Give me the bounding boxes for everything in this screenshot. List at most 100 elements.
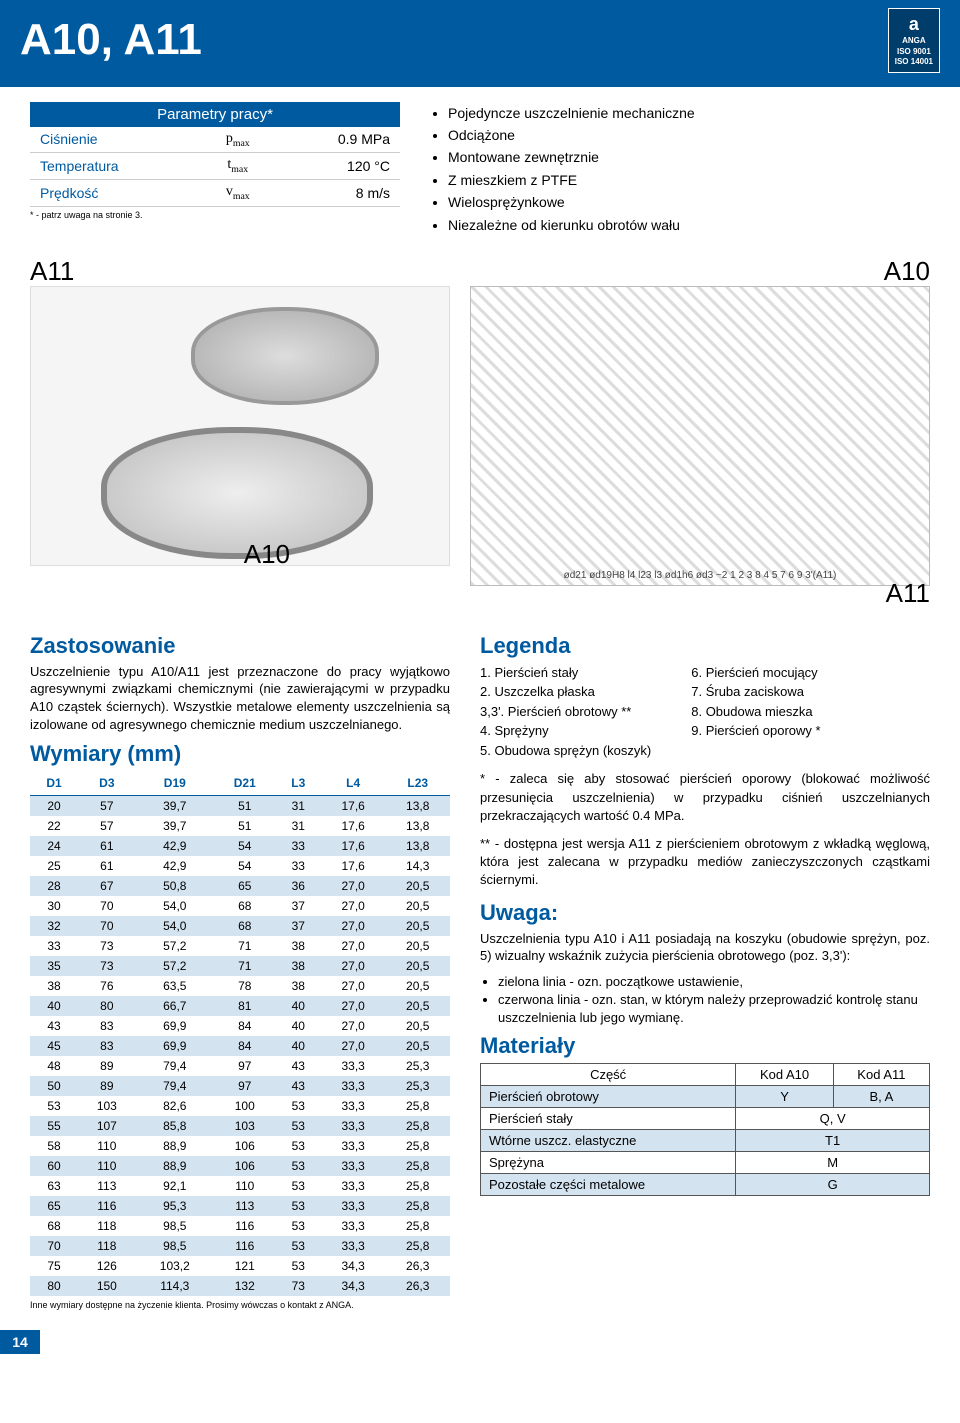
dims-cell: 88,9 [136,1156,214,1176]
param-value: 120 °C [276,153,400,180]
dims-cell: 27,0 [321,996,386,1016]
parameters-table: Parametry pracy* Ciśnienie pmax 0.9 MPaT… [30,102,400,207]
dims-cell: 113 [78,1176,136,1196]
dims-cell: 73 [78,956,136,976]
dims-cell: 63,5 [136,976,214,996]
dims-cell: 25,8 [385,1176,450,1196]
dims-cell: 63 [30,1176,78,1196]
dims-cell: 118 [78,1216,136,1236]
dims-cell: 24 [30,836,78,856]
dims-cell: 92,1 [136,1176,214,1196]
table-row: 246142,9543317,613,8 [30,836,450,856]
dims-cell: 103 [214,1116,276,1136]
label-a11-diagram: A11 [886,578,930,609]
page-title: A10, A11 [20,15,202,65]
dims-cell: 25,8 [385,1136,450,1156]
dims-cell: 57,2 [136,936,214,956]
dims-cell: 54,0 [136,916,214,936]
table-row: 225739,7513117,613,8 [30,816,450,836]
dims-cell: 116 [214,1236,276,1256]
label-a10: A10 [244,539,290,570]
mat-cell: Wtórne uszcz. elastyczne [481,1130,736,1152]
table-row: 458369,9844027,020,5 [30,1036,450,1056]
dims-cell: 53 [276,1096,321,1116]
legenda-heading: Legenda [480,633,930,659]
mat-cell: Q, V [736,1108,930,1130]
label-a11: A11 [30,256,74,287]
dims-cell: 31 [276,796,321,817]
dims-cell: 33,3 [321,1096,386,1116]
dims-cell: 53 [276,1216,321,1236]
dims-cell: 88,9 [136,1136,214,1156]
dims-cell: 100 [214,1096,276,1116]
dims-col-header: L4 [321,771,386,796]
dims-cell: 22 [30,816,78,836]
param-symbol: vmax [200,180,276,207]
dims-cell: 33,3 [321,1116,386,1136]
dims-cell: 20,5 [385,936,450,956]
table-row: 438369,9844027,020,5 [30,1016,450,1036]
brand-name: ANGA [902,36,926,45]
feature-item: Niezależne od kierunku obrotów wału [448,214,930,236]
dimensions-table: D1D3D19D21L3L4L23 205739,7513117,613,822… [30,771,450,1296]
dims-cell: 17,6 [321,856,386,876]
dims-cell: 20,5 [385,976,450,996]
legend-columns: 1. Pierścień stały2. Uszczelka płaska3,3… [480,663,930,761]
table-row: 256142,9543317,614,3 [30,856,450,876]
dims-cell: 118 [78,1236,136,1256]
dims-cell: 69,9 [136,1016,214,1036]
param-symbol: pmax [200,127,276,153]
dims-cell: 17,6 [321,816,386,836]
dims-cell: 51 [214,816,276,836]
legend-item: 8. Obudowa mieszka [691,702,820,722]
uwaga-list: zielona linia - ozn. początkowe ustawien… [480,973,930,1028]
table-row: Sprężyna M [481,1152,930,1174]
dims-cell: 57,2 [136,956,214,976]
dims-cell: 54 [214,856,276,876]
dims-cell: 42,9 [136,836,214,856]
dims-cell: 27,0 [321,976,386,996]
dims-cell: 20,5 [385,956,450,976]
legend-item: 1. Pierścień stały [480,663,651,683]
table-row: 6011088,91065333,325,8 [30,1156,450,1176]
diagram-dimension-labels: ød21 ød19H8 l4 l23 l3 ød1h6 ød3 ~2 1 2 3… [471,570,929,581]
dims-cell: 89 [78,1056,136,1076]
dims-col-header: D1 [30,771,78,796]
dims-cell: 38 [276,976,321,996]
dims-cell: 58 [30,1136,78,1156]
zastosowanie-heading: Zastosowanie [30,633,450,659]
dims-cell: 20,5 [385,916,450,936]
dims-cell: 75 [30,1256,78,1276]
uwaga-item: zielona linia - ozn. początkowe ustawien… [498,973,930,991]
mat-col-header: Kod A11 [833,1064,929,1086]
dims-col-header: D19 [136,771,214,796]
mat-cell: Pierścień stały [481,1108,736,1130]
dims-cell: 35 [30,956,78,976]
dims-cell: 33,3 [321,1236,386,1256]
table-row: 387663,5783827,020,5 [30,976,450,996]
dims-cell: 83 [78,1036,136,1056]
table-row: Pierścień obrotowy Y B, A [481,1086,930,1108]
label-a10-diagram: A10 [884,256,930,287]
dims-cell: 27,0 [321,1036,386,1056]
mat-cell: G [736,1174,930,1196]
dims-cell: 40 [276,996,321,1016]
dims-cell: 84 [214,1036,276,1056]
dims-col-header: L23 [385,771,450,796]
dims-cell: 33,3 [321,1196,386,1216]
dims-cell: 31 [276,816,321,836]
param-value: 0.9 MPa [276,127,400,153]
dims-cell: 110 [78,1136,136,1156]
mat-cell: Y [736,1086,834,1108]
legend-item: 7. Śruba zaciskowa [691,682,820,702]
table-row: 508979,4974333,325,3 [30,1076,450,1096]
features-list: Pojedyncze uszczelnienie mechaniczneOdci… [430,102,930,236]
dims-cell: 53 [276,1256,321,1276]
uwaga-heading: Uwaga: [480,900,930,926]
dims-cell: 121 [214,1256,276,1276]
parameters-footnote: * - patrz uwaga na stronie 3. [30,210,400,220]
dims-cell: 53 [276,1176,321,1196]
legend-item: 3,3'. Pierścień obrotowy ** [480,702,651,722]
table-row: 6311392,11105333,325,8 [30,1176,450,1196]
dims-cell: 110 [78,1156,136,1176]
